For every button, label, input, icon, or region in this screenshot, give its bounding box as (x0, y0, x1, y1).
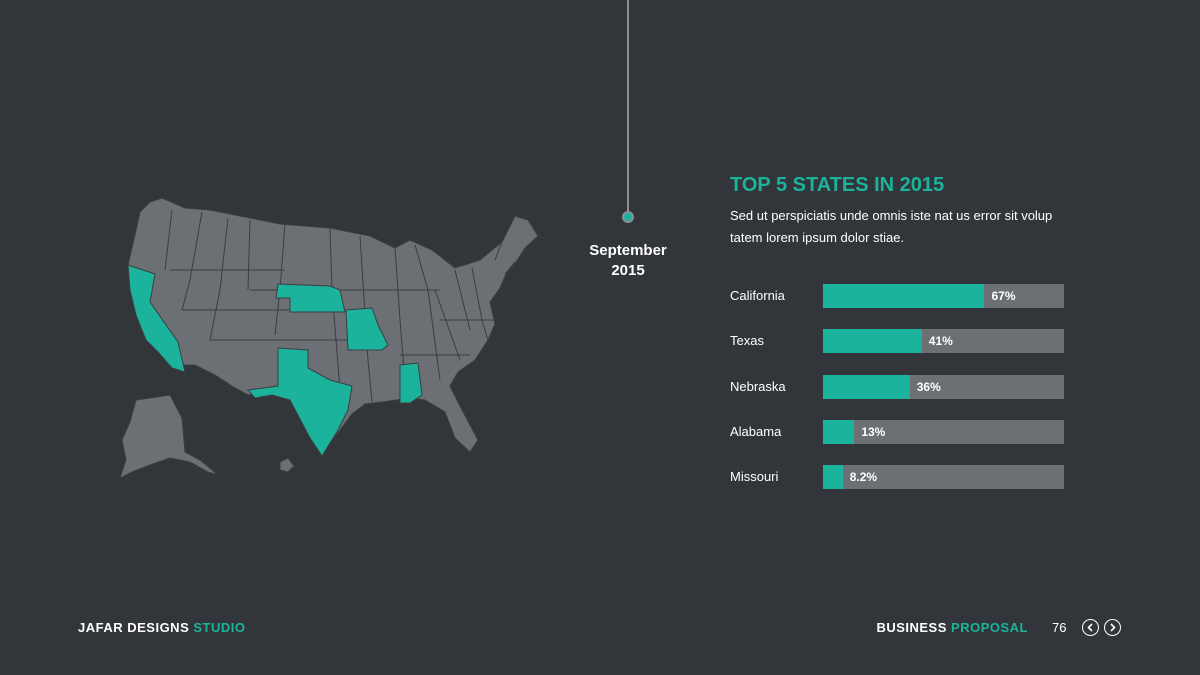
bar-label: Nebraska (730, 378, 786, 394)
footer-brand-main: JAFAR DESIGNS (78, 620, 190, 635)
map-state-nebraska (275, 283, 346, 313)
bar-fill (823, 374, 910, 399)
page-number: 76 (1052, 620, 1067, 635)
bar-label: Texas (730, 333, 764, 349)
timeline-year: 2015 (611, 262, 645, 279)
bar-track: 36% (823, 374, 1064, 399)
bar-fill (823, 284, 985, 308)
footer-brand: JAFAR DESIGNS STUDIO (78, 620, 246, 635)
bar-track: 41% (823, 329, 1064, 354)
bar-track: 67% (823, 284, 1064, 308)
bar-label: Alabama (730, 423, 782, 439)
bar-track: 13% (823, 419, 1064, 444)
timeline-month: September (589, 242, 667, 259)
bar-fill (823, 419, 855, 444)
bar-value-label: 67% (991, 289, 1016, 303)
map-state-mainland (127, 197, 539, 453)
panel-description: Sed ut perspiciatis unde omnis iste nat … (730, 208, 1053, 245)
map-state-missouri (345, 307, 389, 351)
panel-title: TOP 5 STATES IN 2015 (730, 174, 945, 196)
map-state-alabama (399, 362, 423, 404)
bar-row-alabama: Alabama 13% (730, 419, 1070, 444)
bar-value-label: 36% (916, 379, 941, 394)
next-page-button[interactable] (1104, 619, 1121, 636)
footer-brand-accent: STUDIO (193, 620, 246, 635)
map-state-texas (247, 347, 353, 457)
bar-value-label: 41% (928, 334, 953, 349)
timeline-line (627, 0, 629, 212)
prev-page-button[interactable] (1082, 619, 1099, 636)
bar-row-nebraska: Nebraska 36% (730, 374, 1070, 399)
footer-section-title: BUSINESS PROPOSAL (876, 620, 1028, 635)
bar-row-missouri: Missouri 8.2% (730, 465, 1070, 489)
bar-fill (823, 465, 843, 489)
map-state-hawaii (279, 457, 295, 473)
map-state-alaska (119, 394, 219, 479)
bar-row-texas: Texas 41% (730, 329, 1070, 354)
bar-label: Missouri (730, 469, 779, 484)
us-map (119, 197, 539, 479)
map-state-california (127, 264, 186, 373)
bar-fill (823, 329, 922, 354)
bar-value-label: 13% (861, 424, 886, 439)
bar-row-california: California 67% (730, 284, 1070, 308)
timeline-date: September 2015 (568, 241, 688, 281)
bar-track: 8.2% (823, 465, 1064, 489)
bar-label: California (730, 288, 785, 303)
footer-section-main: BUSINESS (876, 620, 947, 635)
footer-section-accent: PROPOSAL (951, 620, 1028, 635)
timeline-marker (622, 211, 634, 223)
chevron-left-icon (1087, 623, 1093, 632)
bar-value-label: 8.2% (849, 470, 878, 484)
chevron-right-icon (1110, 623, 1116, 632)
